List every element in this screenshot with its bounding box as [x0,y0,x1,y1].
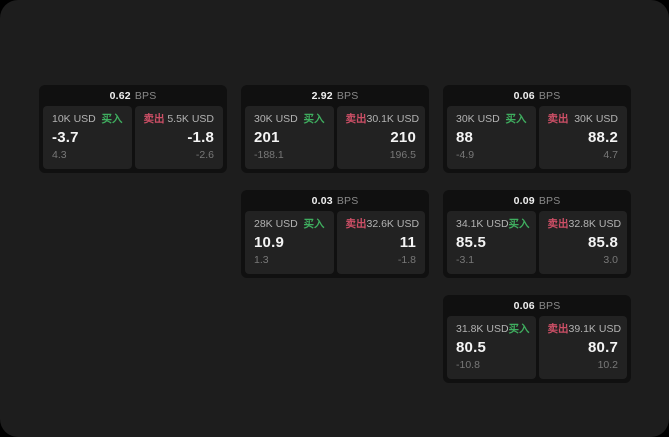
sell-side-label: 卖出 [547,218,569,230]
buy-delta: -4.9 [456,149,475,161]
sell-notional: 32.6K USD [366,218,420,230]
sell-side-label: 卖出 [345,113,367,125]
buy-panel[interactable]: 34.1K USD 买入 85.5 -3.1 [447,211,536,274]
buy-panel[interactable]: 30K USD 买入 88 -4.9 [447,106,536,169]
quote-panels: 31.8K USD 买入 80.5 -10.8 卖出 39.1K USD 80.… [443,316,631,383]
bps-value: 0.06 [513,89,535,102]
buy-side-label: 买入 [303,113,325,125]
buy-notional: 34.1K USD [456,218,509,230]
buy-delta: -3.1 [456,254,475,266]
bps-unit-label: BPS [134,89,157,102]
buy-price: -3.7 [52,128,79,146]
quote-card: 0.06 BPS 30K USD 买入 88 -4.9 卖出 30K USD [443,85,631,173]
buy-notional: 30K USD [254,113,298,125]
buy-side-label: 买入 [508,218,530,230]
quote-card: 0.62 BPS 10K USD 买入 -3.7 4.3 卖出 5.5K USD [39,85,227,173]
sell-price: 85.8 [588,233,618,251]
quote-card: 0.06 BPS 31.8K USD 买入 80.5 -10.8 卖出 39.1… [443,295,631,383]
sell-delta: 196.5 [389,149,416,161]
sell-notional: 30.1K USD [366,113,420,125]
sell-price: 11 [399,233,416,251]
quote-card: 0.03 BPS 28K USD 买入 10.9 1.3 卖出 32.6K US… [241,190,429,278]
buy-notional: 28K USD [254,218,298,230]
bps-value: 0.09 [513,194,535,207]
sell-panel[interactable]: 卖出 32.8K USD 85.8 3.0 [538,211,627,274]
buy-panel[interactable]: 10K USD 买入 -3.7 4.3 [43,106,132,169]
quote-panels: 30K USD 买入 88 -4.9 卖出 30K USD 88.2 4.7 [443,106,631,173]
sell-side-label: 卖出 [547,113,569,125]
buy-panel[interactable]: 28K USD 买入 10.9 1.3 [245,211,334,274]
buy-price: 201 [254,128,280,146]
bps-unit-label: BPS [336,89,359,102]
card-header: 0.09 BPS [443,190,631,211]
sell-price: 210 [390,128,416,146]
bps-value: 2.92 [311,89,333,102]
bps-value: 0.06 [513,299,535,312]
quote-panels: 34.1K USD 买入 85.5 -3.1 卖出 32.8K USD 85.8… [443,211,631,278]
sell-panel[interactable]: 卖出 30.1K USD 210 196.5 [336,106,425,169]
sell-delta: 3.0 [603,254,618,266]
buy-delta: 4.3 [52,149,67,161]
sell-notional: 32.8K USD [568,218,622,230]
card-header: 0.06 BPS [443,295,631,316]
sell-side-label: 卖出 [143,113,165,125]
buy-notional: 10K USD [52,113,96,125]
sell-price: 80.7 [588,338,618,356]
quote-panels: 28K USD 买入 10.9 1.3 卖出 32.6K USD 11 -1.8 [241,211,429,278]
card-header: 0.03 BPS [241,190,429,211]
buy-price: 85.5 [456,233,486,251]
sell-delta: 4.7 [603,149,618,161]
card-header: 2.92 BPS [241,85,429,106]
bps-unit-label: BPS [538,194,561,207]
buy-delta: -188.1 [254,149,284,161]
quote-panels: 10K USD 买入 -3.7 4.3 卖出 5.5K USD -1.8 -2.… [39,106,227,173]
card-header: 0.62 BPS [39,85,227,106]
quote-card: 2.92 BPS 30K USD 买入 201 -188.1 卖出 30.1K … [241,85,429,173]
buy-side-label: 买入 [101,113,123,125]
quote-card: 0.09 BPS 34.1K USD 买入 85.5 -3.1 卖出 32.8K… [443,190,631,278]
buy-notional: 30K USD [456,113,500,125]
buy-side-label: 买入 [508,323,530,335]
buy-notional: 31.8K USD [456,323,509,335]
quote-cards-grid: 0.62 BPS 10K USD 买入 -3.7 4.3 卖出 5.5K USD [39,85,669,383]
sell-price: 88.2 [588,128,618,146]
sell-panel[interactable]: 卖出 30K USD 88.2 4.7 [538,106,627,169]
buy-delta: -10.8 [456,359,480,371]
sell-notional: 30K USD [574,113,618,125]
buy-side-label: 买入 [505,113,527,125]
card-header: 0.06 BPS [443,85,631,106]
bps-unit-label: BPS [538,299,561,312]
sell-notional: 39.1K USD [568,323,622,335]
buy-delta: 1.3 [254,254,269,266]
sell-delta: -1.8 [397,254,416,266]
sell-panel[interactable]: 卖出 32.6K USD 11 -1.8 [336,211,425,274]
sell-panel[interactable]: 卖出 39.1K USD 80.7 10.2 [538,316,627,379]
sell-side-label: 卖出 [547,323,569,335]
bps-unit-label: BPS [538,89,561,102]
buy-panel[interactable]: 31.8K USD 买入 80.5 -10.8 [447,316,536,379]
sell-notional: 5.5K USD [167,113,214,125]
bps-unit-label: BPS [336,194,359,207]
buy-panel[interactable]: 30K USD 买入 201 -188.1 [245,106,334,169]
buy-side-label: 买入 [303,218,325,230]
sell-price: -1.8 [187,128,214,146]
sell-panel[interactable]: 卖出 5.5K USD -1.8 -2.6 [134,106,223,169]
sell-delta: -2.6 [195,149,214,161]
sell-delta: 10.2 [597,359,618,371]
buy-price: 10.9 [254,233,284,251]
buy-price: 88 [456,128,474,146]
bps-value: 0.62 [109,89,131,102]
quote-panels: 30K USD 买入 201 -188.1 卖出 30.1K USD 210 1… [241,106,429,173]
bps-value: 0.03 [311,194,333,207]
buy-price: 80.5 [456,338,486,356]
sell-side-label: 卖出 [345,218,367,230]
